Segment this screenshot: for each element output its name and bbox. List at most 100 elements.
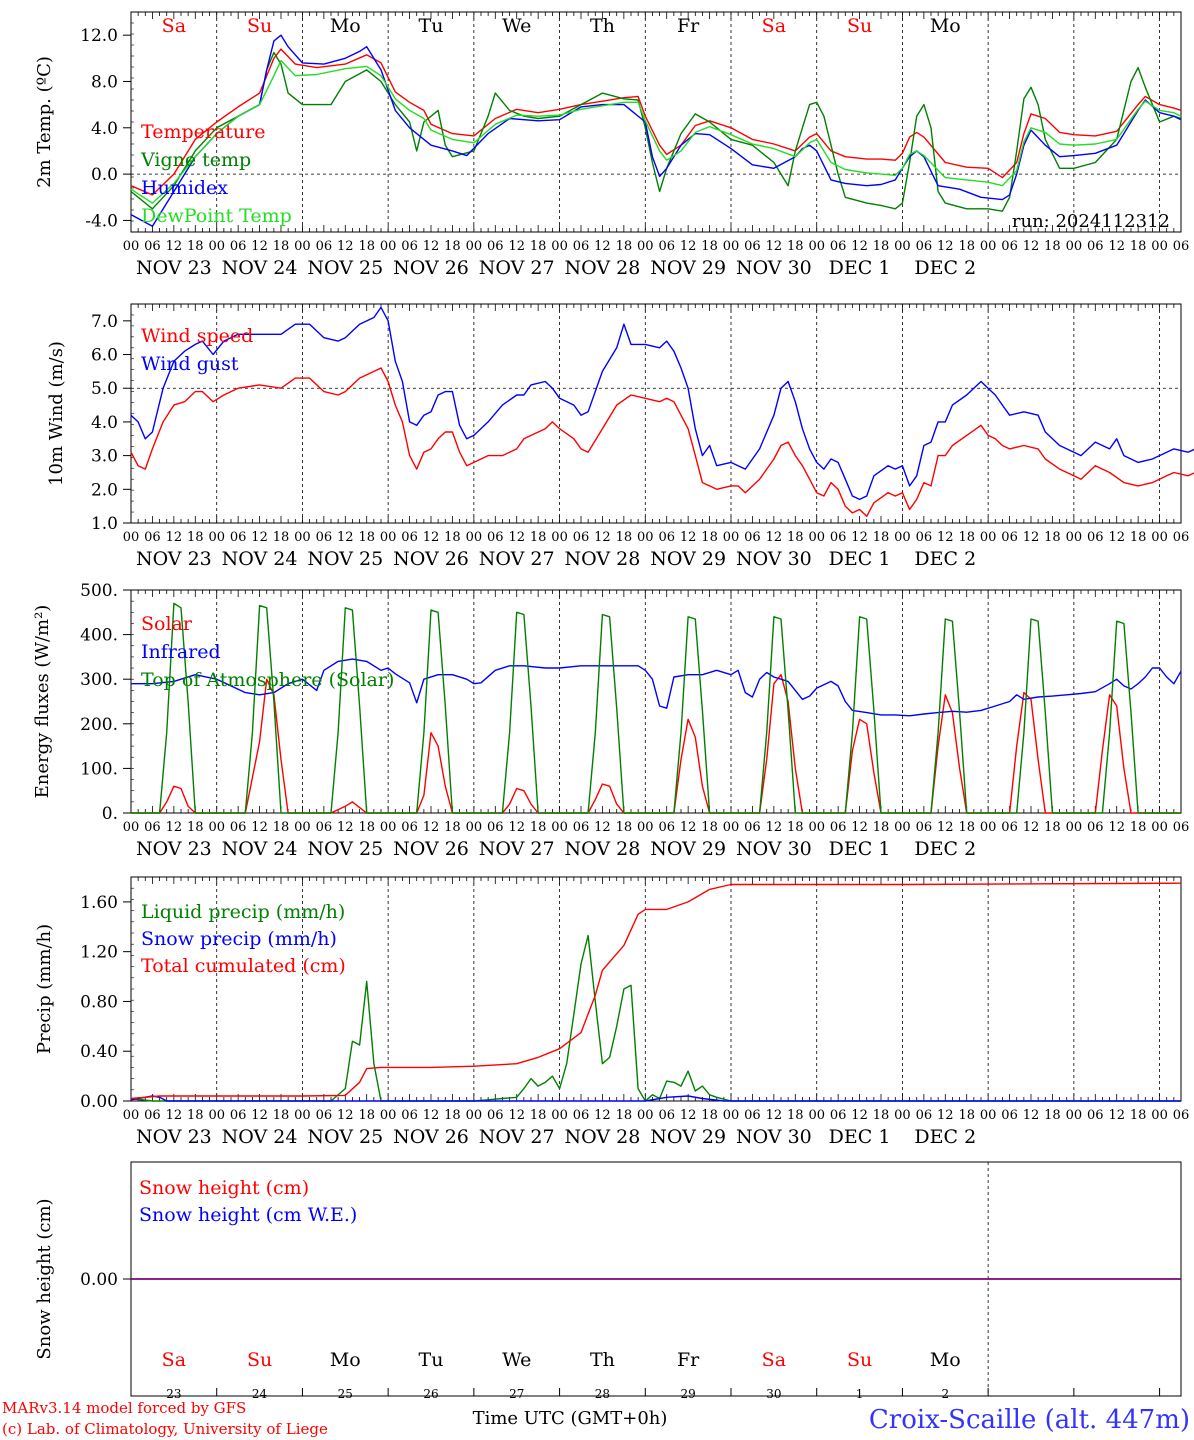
hour-tick-label: 06	[658, 1108, 675, 1123]
hour-tick-label: 12	[851, 820, 868, 835]
hour-tick-label: 06	[144, 820, 161, 835]
hour-tick-label: 18	[873, 530, 890, 545]
hour-tick-label: 18	[444, 820, 461, 835]
hour-tick-label: 18	[958, 1108, 975, 1123]
legend-entry: Snow height (cm W.E.)	[139, 1204, 357, 1226]
hour-tick-label: 00	[123, 820, 140, 835]
hour-tick-label: 18	[958, 239, 975, 254]
day-number-label: 24	[252, 1387, 268, 1401]
weekday-label: Tu	[419, 15, 444, 37]
hour-tick-label: 00	[808, 239, 825, 254]
hour-tick-label: 12	[937, 820, 954, 835]
series-line-wind-gust	[130, 306, 1194, 501]
hour-tick-label: 12	[594, 530, 611, 545]
weekday-label: Th	[590, 15, 615, 37]
hour-tick-label: 06	[658, 530, 675, 545]
hour-tick-label: 00	[1151, 820, 1168, 835]
hour-tick-label: 18	[444, 1108, 461, 1123]
y-tick-label: 0.80	[80, 992, 118, 1012]
hour-tick-label: 18	[530, 239, 547, 254]
date-label: NOV 27	[479, 1126, 555, 1148]
date-label: NOV 23	[136, 1126, 212, 1148]
hour-tick-label: 00	[808, 1108, 825, 1123]
hour-tick-label: 00	[466, 1108, 483, 1123]
panel-snow: 0.00 Snow height (cm) Snow height (cm) Snow…	[34, 1161, 1182, 1401]
date-label: NOV 27	[479, 548, 555, 570]
hour-tick-label: 06	[744, 820, 761, 835]
date-label: NOV 29	[650, 257, 726, 279]
hour-tick-label: 00	[980, 530, 997, 545]
hour-tick-label: 00	[380, 820, 397, 835]
y-tick-label: 0.00	[80, 1270, 118, 1290]
hour-tick-label: 18	[187, 530, 204, 545]
weekday-label: Sa	[762, 15, 786, 37]
hour-tick-label: 06	[316, 239, 333, 254]
station-name: Croix-Scaille (alt. 447m)	[869, 1405, 1190, 1435]
date-label: NOV 23	[136, 548, 212, 570]
hour-tick-label: 18	[1044, 1108, 1061, 1123]
hour-tick-label: 06	[1173, 530, 1190, 545]
series-line-top-of-atmosphere-solar-	[131, 602, 1181, 814]
series-line-liquid-precip-mm-h-	[130, 934, 1181, 1102]
hour-tick-label: 00	[208, 530, 225, 545]
legend-entry: Temperature	[141, 121, 265, 143]
day-number-label: 25	[338, 1387, 353, 1401]
hour-tick-label: 00	[808, 530, 825, 545]
day-number-label: 23	[166, 1387, 181, 1401]
hour-tick-label: 00	[723, 239, 740, 254]
hour-tick-label: 00	[123, 239, 140, 254]
series-line-vigne-temp	[130, 51, 1182, 212]
legend-entry: Snow precip (mm/h)	[141, 928, 337, 950]
weekday-label: Th	[590, 1349, 615, 1371]
hour-tick-label: 06	[316, 820, 333, 835]
y-axis-label: Snow height (cm)	[34, 1198, 55, 1359]
hour-tick-label: 06	[744, 1108, 761, 1123]
hour-tick-label: 06	[401, 1108, 418, 1123]
weekday-label: Mo	[330, 15, 361, 37]
hour-tick-label: 18	[873, 820, 890, 835]
panel-wind: 7.0 6.0 5.0 4.0 3.0 2.0 1.0 10m Wind (m/s) Wind …	[46, 303, 1194, 570]
hour-tick-label: 06	[658, 820, 675, 835]
hour-tick-label: 12	[594, 239, 611, 254]
date-label: DEC 2	[914, 838, 976, 860]
hour-tick-label: 12	[166, 239, 183, 254]
series-line-dewpoint-temp	[130, 59, 1182, 204]
hour-tick-label: 00	[1066, 1108, 1083, 1123]
hour-tick-label: 12	[1023, 530, 1040, 545]
hour-tick-label: 06	[744, 530, 761, 545]
hour-tick-label: 18	[1130, 820, 1147, 835]
hour-tick-label: 18	[1130, 1108, 1147, 1123]
hour-tick-label: 18	[616, 820, 633, 835]
hour-tick-label: 00	[1066, 530, 1083, 545]
legend-entry: Top of Atmosphere (Solar)	[141, 669, 394, 691]
hour-tick-label: 12	[423, 1108, 440, 1123]
hour-tick-label: 00	[294, 1108, 311, 1123]
weekday-label: Sa	[162, 1349, 186, 1371]
hour-tick-label: 18	[530, 530, 547, 545]
y-tick-label: 3.0	[91, 447, 118, 467]
date-label: NOV 30	[736, 838, 812, 860]
hour-tick-label: 00	[294, 239, 311, 254]
hour-tick-label: 00	[894, 1108, 911, 1123]
hour-tick-label: 06	[487, 820, 504, 835]
hour-tick-label: 06	[830, 530, 847, 545]
hour-tick-label: 18	[1044, 820, 1061, 835]
hour-tick-label: 00	[723, 530, 740, 545]
time-axis-label: Time UTC (GMT+0h)	[473, 1408, 668, 1429]
hour-tick-label: 18	[530, 1108, 547, 1123]
hour-tick-label: 06	[658, 239, 675, 254]
hour-tick-label: 00	[380, 1108, 397, 1123]
y-tick-label: 7.0	[91, 312, 118, 332]
date-label: NOV 29	[650, 838, 726, 860]
date-label: NOV 28	[565, 1126, 641, 1148]
date-label: NOV 25	[307, 257, 383, 279]
hour-tick-label: 06	[487, 1108, 504, 1123]
date-label: NOV 30	[736, 548, 812, 570]
y-axis-label: 10m Wind (m/s)	[46, 341, 67, 486]
hour-tick-label: 12	[1108, 1108, 1125, 1123]
date-label: NOV 26	[393, 257, 469, 279]
hour-tick-label: 06	[573, 1108, 590, 1123]
hour-tick-label: 12	[337, 530, 354, 545]
hour-tick-label: 06	[1087, 820, 1104, 835]
